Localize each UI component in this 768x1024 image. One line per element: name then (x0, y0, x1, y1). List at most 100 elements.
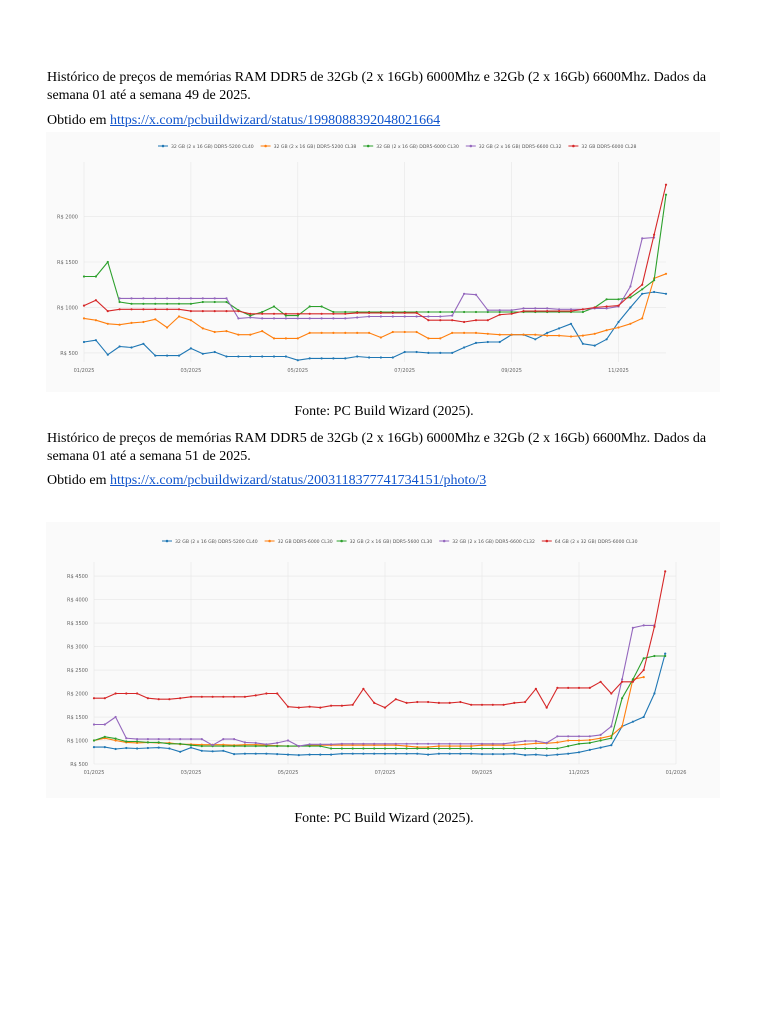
data-point (222, 695, 225, 698)
legend-item[interactable]: 32 GB (2 x 16 GB) DDR5-6600 CL32 (465, 144, 562, 150)
data-point (136, 740, 139, 743)
data-point (368, 311, 371, 314)
data-point (621, 678, 624, 681)
legend-item[interactable]: 32 GB (2 x 16 GB) DDR5-5200 CL40 (158, 144, 254, 150)
section2-source-link[interactable]: https://x.com/pcbuildwizard/status/20031… (110, 473, 487, 488)
section1-source-link[interactable]: https://x.com/pcbuildwizard/status/19980… (110, 113, 441, 128)
data-point (437, 742, 440, 745)
data-point (82, 275, 86, 278)
data-point (211, 750, 214, 753)
data-point (524, 743, 527, 746)
data-point (437, 701, 440, 704)
data-point (297, 754, 300, 757)
data-point (474, 341, 478, 344)
data-point (356, 311, 359, 314)
data-point (664, 654, 667, 658)
data-point (474, 319, 478, 322)
data-point (308, 705, 311, 708)
data-point (225, 330, 228, 333)
data-point (394, 747, 397, 750)
data-point (177, 354, 181, 357)
data-point (200, 738, 203, 741)
data-point (610, 744, 613, 747)
data-point (641, 292, 644, 295)
data-point (470, 742, 473, 745)
data-point (154, 318, 157, 321)
data-point (265, 752, 268, 755)
data-point (146, 697, 149, 700)
y-tick-label: R$ 500 (70, 762, 88, 768)
y-tick-label: R$ 1000 (57, 305, 78, 311)
data-point (154, 297, 157, 300)
legend-item[interactable]: 32 GB DDR5-6000 CL28 (568, 144, 637, 150)
data-point (243, 752, 246, 755)
data-point (213, 310, 216, 313)
legend-marker (469, 144, 473, 148)
legend-item[interactable]: 64 GB (2 x 32 GB) DDR5-6000 CL30 (541, 539, 638, 545)
data-point (356, 331, 359, 334)
data-point (114, 747, 117, 751)
data-point (581, 342, 585, 345)
legend-marker (545, 539, 549, 543)
chart-1-svg: R$ 500 R$ 1000 R$ 1500 R$ 2000 01/2025 03/202… (46, 132, 720, 392)
data-point (94, 299, 97, 302)
legend-label: 64 GB (2 x 32 GB) DDR5-6000 CL30 (555, 539, 638, 545)
data-point (130, 321, 133, 324)
data-point (459, 752, 462, 755)
legend-item[interactable]: 32 GB (2 x 16 GB) DDR5-5200 CL38 (260, 144, 357, 150)
data-point (368, 331, 371, 334)
data-point (146, 738, 149, 741)
data-point (276, 692, 279, 695)
data-point (114, 739, 117, 742)
data-point (599, 737, 602, 740)
data-point (569, 322, 573, 325)
data-point (383, 742, 387, 745)
legend-item[interactable]: 32 GB (2 x 16 GB) DDR5-6000 CL30 (363, 144, 459, 150)
y-tick-label: R$ 2000 (57, 215, 78, 221)
data-point (233, 753, 236, 756)
data-point (451, 319, 454, 322)
data-point (415, 350, 418, 354)
data-point (118, 323, 121, 326)
data-point (351, 747, 354, 750)
data-point (243, 745, 246, 748)
data-point (222, 745, 225, 748)
data-point (534, 742, 537, 745)
data-point (577, 751, 581, 754)
legend-marker (572, 144, 575, 148)
data-point (567, 745, 570, 748)
series-line (93, 655, 666, 750)
legend-item[interactable]: 32 GB (2 x 16 GB) DDR5-5600 CL30 (336, 539, 433, 545)
series-line (84, 194, 667, 317)
data-point (510, 312, 513, 315)
data-point (92, 697, 96, 700)
data-point (391, 315, 394, 318)
data-point (513, 741, 516, 744)
data-point (641, 237, 644, 240)
data-point (213, 297, 216, 300)
data-point (82, 340, 86, 344)
legend-item[interactable]: 32 GB (2 x 16 GB) DDR5-6600 CL32 (439, 539, 535, 545)
data-point (545, 754, 548, 757)
data-point (233, 745, 236, 748)
data-point (556, 747, 559, 750)
data-point (439, 310, 442, 314)
data-point (284, 317, 287, 320)
data-point (237, 310, 240, 313)
data-point (332, 357, 335, 360)
data-point (599, 733, 602, 736)
data-point (427, 315, 430, 318)
data-point (391, 356, 394, 359)
data-point (427, 337, 430, 340)
data-point (510, 309, 513, 312)
data-point (567, 739, 570, 742)
data-point (415, 315, 418, 318)
data-point (463, 310, 466, 314)
legend-item[interactable]: 32 GB (2 x 16 GB) DDR5-5200 CL40 (162, 539, 258, 545)
data-point (524, 739, 527, 743)
data-point (201, 300, 204, 304)
series-group (92, 652, 667, 757)
legend-item[interactable]: 32 GB DDR5-6000 CL30 (264, 539, 333, 545)
data-point (296, 314, 299, 317)
data-point (297, 745, 300, 748)
